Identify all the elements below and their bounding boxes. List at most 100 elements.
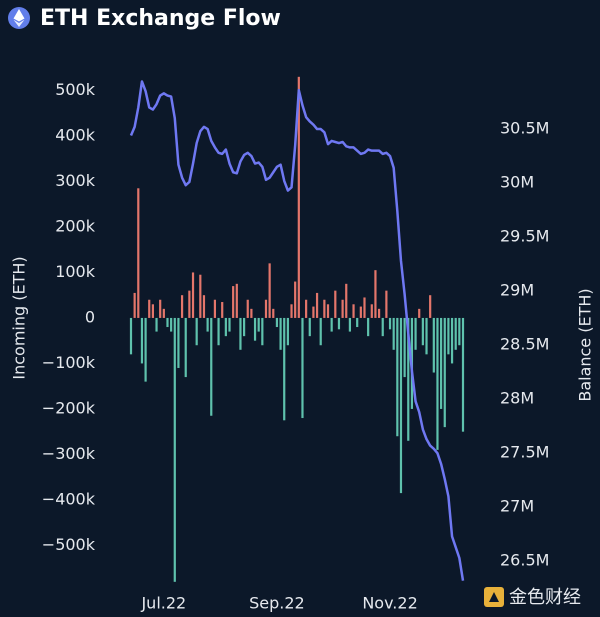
bar bbox=[253, 317, 257, 341]
bar bbox=[173, 317, 176, 582]
bar bbox=[359, 306, 362, 318]
bar bbox=[257, 317, 260, 332]
bar bbox=[275, 317, 279, 328]
y-tick-label: −300k bbox=[42, 444, 96, 463]
bar bbox=[319, 317, 322, 346]
bar bbox=[315, 292, 319, 318]
y-tick-label: −100k bbox=[42, 353, 96, 372]
bar bbox=[250, 308, 253, 318]
y-tick-label: 100k bbox=[55, 262, 96, 281]
bar bbox=[239, 317, 242, 350]
y-tick-label: 200k bbox=[55, 216, 96, 235]
bar bbox=[294, 281, 297, 318]
bar bbox=[268, 263, 271, 318]
y2-tick-label: 29.5M bbox=[500, 227, 549, 246]
bar bbox=[144, 317, 147, 382]
bar bbox=[461, 317, 465, 432]
y2-tick-label: 28.5M bbox=[500, 335, 549, 354]
bar bbox=[418, 308, 421, 318]
bar bbox=[137, 188, 140, 318]
bar bbox=[323, 299, 326, 318]
bar bbox=[290, 304, 293, 318]
watermark: 金色财经 bbox=[509, 587, 581, 607]
bar bbox=[140, 317, 144, 364]
x-tick-label: Jul.22 bbox=[140, 594, 186, 613]
bar bbox=[429, 295, 432, 318]
bar bbox=[399, 317, 403, 494]
y2-tick-label: 26.5M bbox=[500, 551, 549, 570]
bar bbox=[367, 317, 370, 337]
bar bbox=[166, 317, 169, 328]
bar bbox=[363, 297, 366, 318]
y-tick-label: −500k bbox=[42, 535, 96, 554]
bar bbox=[283, 317, 286, 421]
bar bbox=[155, 317, 158, 332]
bar bbox=[162, 308, 165, 318]
bar bbox=[326, 304, 330, 318]
bar bbox=[129, 317, 133, 355]
bar bbox=[312, 306, 315, 318]
bar bbox=[334, 290, 337, 318]
bar bbox=[264, 299, 268, 318]
bar bbox=[188, 290, 191, 318]
bar bbox=[345, 283, 348, 318]
bar bbox=[450, 317, 454, 364]
bar bbox=[235, 283, 238, 318]
bar bbox=[337, 317, 341, 330]
bar bbox=[381, 317, 384, 337]
bar bbox=[151, 304, 154, 318]
bar bbox=[221, 302, 224, 318]
bar bbox=[403, 317, 406, 378]
bar bbox=[210, 317, 213, 416]
bar bbox=[272, 308, 275, 318]
bar bbox=[425, 317, 428, 355]
bar bbox=[443, 317, 446, 428]
bar bbox=[242, 317, 246, 337]
bar bbox=[352, 304, 355, 318]
y2-tick-label: 27M bbox=[500, 497, 534, 516]
bar bbox=[454, 317, 457, 350]
bar bbox=[388, 317, 392, 330]
bar bbox=[180, 295, 184, 318]
bar bbox=[458, 317, 461, 346]
watermark-logo bbox=[484, 587, 504, 607]
bar bbox=[224, 317, 227, 337]
y2-tick-label: 29M bbox=[500, 281, 534, 300]
bar bbox=[184, 317, 187, 378]
bar bbox=[341, 299, 344, 318]
bar bbox=[396, 317, 399, 437]
bar bbox=[191, 272, 195, 318]
x-tick-label: Sep.22 bbox=[249, 594, 305, 613]
y-axis-label: Incoming (ETH) bbox=[10, 256, 29, 379]
y-tick-label: −200k bbox=[42, 398, 96, 417]
chart-title: ETH Exchange Flow bbox=[40, 6, 281, 31]
bar bbox=[261, 317, 264, 346]
bar bbox=[228, 317, 231, 332]
bar bbox=[195, 317, 198, 346]
bar bbox=[159, 299, 162, 318]
bar bbox=[305, 299, 308, 318]
y-tick-label: 500k bbox=[55, 80, 96, 99]
bar bbox=[385, 290, 388, 318]
y2-tick-label: 30M bbox=[500, 173, 534, 192]
bar bbox=[199, 274, 202, 318]
bar bbox=[286, 317, 289, 346]
bar bbox=[206, 317, 209, 332]
y2-tick-label: 27.5M bbox=[500, 443, 549, 462]
bar bbox=[414, 317, 417, 350]
bar bbox=[370, 304, 373, 318]
bar bbox=[407, 317, 410, 441]
bar bbox=[374, 270, 377, 318]
bar bbox=[348, 317, 352, 332]
bar bbox=[301, 317, 304, 419]
bar bbox=[279, 317, 282, 350]
bar bbox=[432, 317, 435, 373]
bar bbox=[213, 299, 217, 318]
balance-line bbox=[129, 80, 465, 581]
y-tick-label: 300k bbox=[55, 171, 96, 190]
bar bbox=[133, 292, 136, 318]
bar bbox=[232, 286, 235, 318]
bar bbox=[436, 317, 439, 450]
